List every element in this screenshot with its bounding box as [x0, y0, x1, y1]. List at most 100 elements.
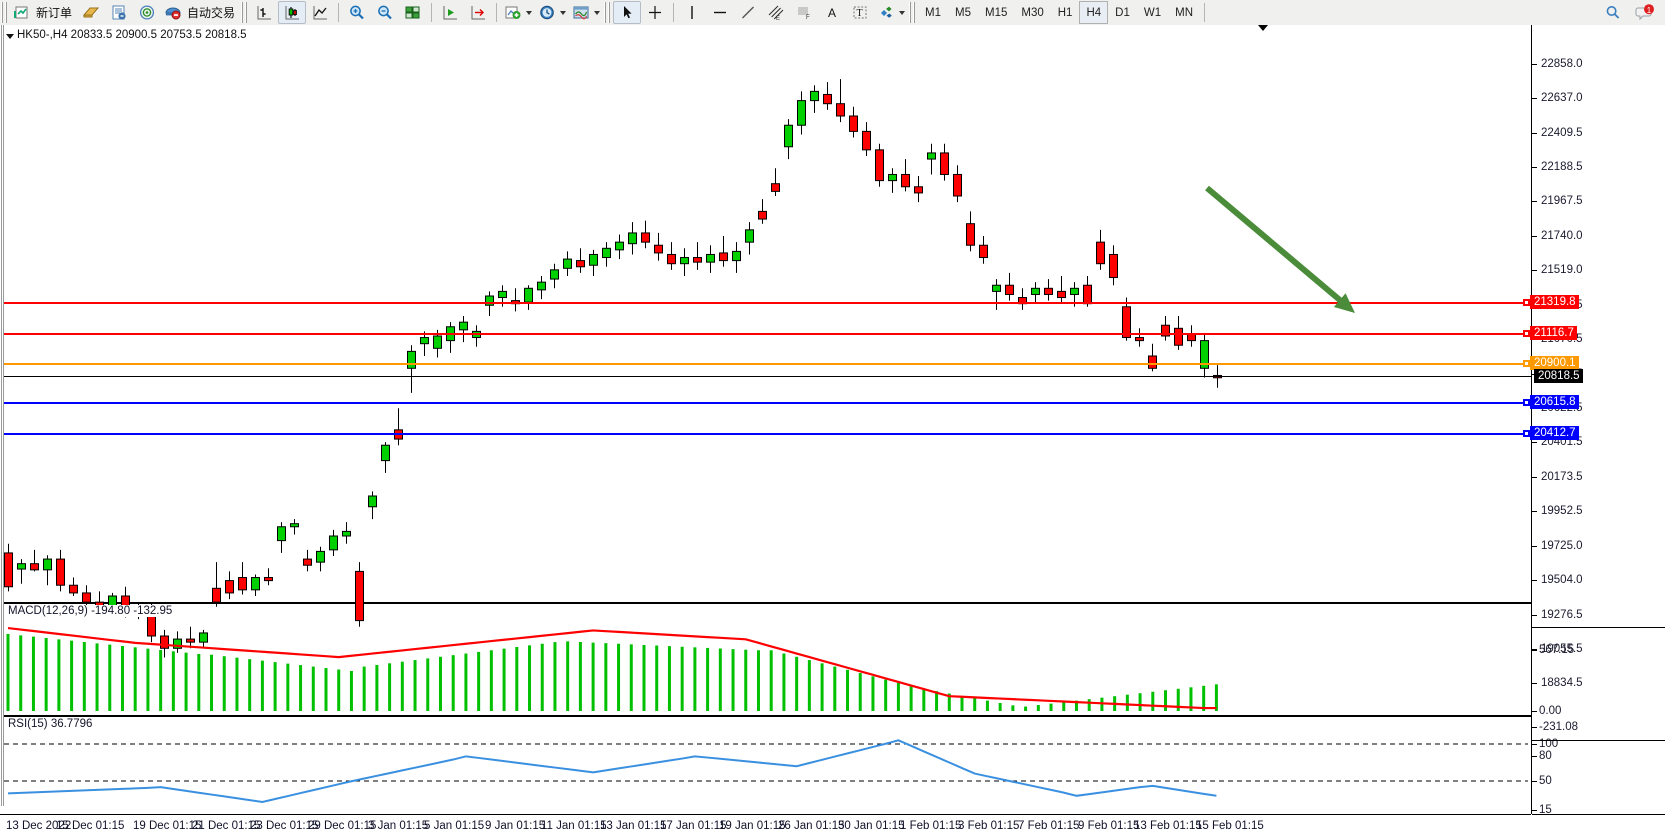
toolbar-separator-2 — [431, 3, 433, 22]
chart-area[interactable]: HK50-,H4 20833.5 20900.5 20753.5 20818.5… — [0, 25, 1665, 839]
axis-tick — [1532, 744, 1537, 745]
resistance-level-1-tag[interactable]: 21319.8 — [1523, 295, 1579, 309]
templates-icon — [572, 4, 590, 21]
current-price-line[interactable] — [4, 376, 1531, 377]
crosshair-icon — [646, 4, 664, 21]
bar-chart-button[interactable] — [250, 1, 278, 24]
toolbar-grip-3[interactable] — [604, 2, 612, 23]
resistance-level-1-line[interactable] — [4, 302, 1531, 304]
data-window-button[interactable] — [133, 1, 161, 24]
support-level-2-line[interactable] — [4, 433, 1531, 435]
auto-scroll-button[interactable] — [436, 1, 464, 24]
toolbar-grip-4[interactable] — [909, 2, 917, 23]
price-tick — [1532, 546, 1537, 547]
axis-tick-label: 80 — [1539, 750, 1552, 762]
time-axis-label: 9 Feb 01:15 — [1078, 820, 1140, 832]
macd-indicator-label: MACD(12,26,9) -194.80 -132.95 — [8, 605, 175, 617]
timeframe-h4[interactable]: H4 — [1079, 1, 1109, 24]
price-tick-label: 21519.0 — [1541, 264, 1583, 276]
entry-level-line[interactable] — [4, 363, 1531, 365]
timeframe-w1[interactable]: W1 — [1143, 6, 1162, 19]
auto-trading-button[interactable]: 自动交易 — [161, 1, 240, 24]
toolbar-separator-1 — [338, 3, 340, 22]
support-level-1-tag[interactable]: 20615.8 — [1523, 395, 1579, 409]
line-chart-button[interactable] — [306, 1, 334, 24]
timeframe-d1[interactable]: D1 — [1115, 6, 1130, 19]
notification-bubble-icon: 1 — [1635, 4, 1655, 21]
timeframe-h1[interactable]: H1 — [1057, 6, 1073, 19]
vertical-line-button[interactable] — [678, 1, 706, 24]
zoom-in-button[interactable] — [343, 1, 371, 24]
candlestick-chart-button[interactable] — [278, 1, 307, 24]
price-tick — [1532, 511, 1537, 512]
price-tick-label: 21967.5 — [1541, 195, 1583, 207]
svg-text:1: 1 — [1647, 6, 1652, 15]
level-handle-icon[interactable] — [1523, 429, 1530, 437]
chevron-down-icon-2[interactable] — [560, 10, 567, 15]
toolbar-grip[interactable] — [1, 2, 8, 23]
periods-button[interactable] — [535, 1, 569, 24]
time-axis[interactable]: 13 Dec 2022 15 Dec 01:15 19 Dec 01:15 21 De… — [0, 814, 1531, 839]
market-watch-button[interactable] — [105, 1, 133, 24]
search-button[interactable] — [1599, 1, 1627, 24]
cursor-button[interactable] — [613, 1, 642, 24]
timeframe-m1[interactable]: M1 — [925, 6, 942, 19]
level-handle-icon[interactable] — [1523, 298, 1530, 306]
support-level-1-line[interactable] — [4, 402, 1531, 404]
chart-left-rail — [0, 25, 4, 806]
level-handle-icon[interactable] — [1523, 398, 1530, 406]
crosshair-button[interactable] — [641, 1, 669, 24]
zoom-out-icon — [376, 4, 394, 21]
notifications-button[interactable]: 1 — [1631, 1, 1659, 24]
new-order-button[interactable]: 新订单 — [10, 1, 77, 24]
axis-tick-label: 50 — [1539, 775, 1552, 787]
price-tick-label: 22637.0 — [1541, 92, 1583, 104]
timeframe-m5[interactable]: M5 — [955, 6, 971, 19]
bearish-projection-arrow[interactable] — [0, 25, 1531, 603]
profiles-button[interactable] — [77, 1, 105, 24]
price-tick-label: 19276.5 — [1541, 609, 1583, 621]
level-handle-icon[interactable] — [1523, 329, 1530, 337]
chart-menu-caret-icon[interactable] — [6, 34, 14, 39]
timeframe-mn[interactable]: MN — [1175, 6, 1193, 19]
toolbar-grip-2[interactable] — [241, 2, 249, 23]
support-level-2-value: 20412.7 — [1530, 426, 1579, 440]
timeframe-m30[interactable]: M30 — [1021, 6, 1044, 19]
resistance-level-2-tag[interactable]: 21116.7 — [1523, 326, 1577, 340]
indicators-button[interactable] — [501, 1, 535, 24]
svg-text:T: T — [857, 8, 863, 19]
time-axis-label: 19 Jan 01:15 — [719, 820, 786, 832]
level-handle-icon[interactable] — [1523, 359, 1530, 367]
current-price-tag[interactable]: 20818.5 — [1534, 369, 1583, 383]
text-button[interactable]: A — [818, 1, 846, 24]
entry-level-tag[interactable]: 20900.1 — [1523, 356, 1579, 370]
text-icon: A — [828, 5, 837, 20]
auto-trading-label: 自动交易 — [187, 6, 236, 20]
chevron-down-icon[interactable] — [526, 10, 533, 15]
toolbar-separator-3 — [496, 3, 498, 22]
line-chart-icon — [311, 4, 329, 21]
chart-tile-button[interactable] — [399, 1, 427, 24]
resistance-level-2-value: 21116.7 — [1530, 326, 1577, 340]
support-level-2-tag[interactable]: 20412.7 — [1523, 426, 1579, 440]
chevron-down-icon-4[interactable] — [899, 10, 906, 15]
price-tick — [1532, 167, 1537, 168]
text-label-button[interactable]: T — [846, 1, 874, 24]
horizontal-line-button[interactable] — [706, 1, 734, 24]
price-axis[interactable]: 22858.0 22637.0 22409.5 22188.5 21967.5 21740… — [1523, 25, 1665, 816]
chart-shift-button[interactable] — [464, 1, 492, 24]
trendline-button[interactable] — [734, 1, 762, 24]
equidistant-channel-button[interactable]: E — [762, 1, 790, 24]
fibonacci-button[interactable]: F — [790, 1, 818, 24]
price-tick — [1532, 615, 1537, 616]
axis-tick — [1532, 810, 1537, 811]
zoom-out-button[interactable] — [371, 1, 399, 24]
objects-button[interactable] — [874, 1, 908, 24]
price-tick — [1532, 442, 1537, 443]
resistance-level-2-line[interactable] — [4, 333, 1531, 335]
timeframe-m15[interactable]: M15 — [985, 6, 1008, 19]
templates-button[interactable] — [569, 1, 603, 24]
time-axis-label: 19 Dec 01:15 — [133, 820, 202, 832]
chevron-down-icon-3[interactable] — [594, 10, 601, 15]
